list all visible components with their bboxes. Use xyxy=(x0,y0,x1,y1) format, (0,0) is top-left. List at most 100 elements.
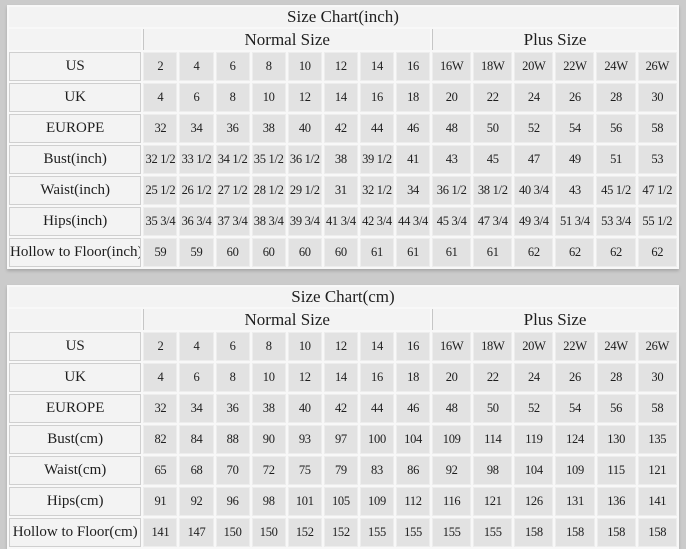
size-value-cell: 12 xyxy=(287,83,322,112)
size-value-cell: 35 3/4 xyxy=(143,207,178,236)
size-row: Hips(cm) 91 92 96 98 101 105 109 112 116 121 126 131… xyxy=(9,487,677,516)
size-value-cell: 28 xyxy=(596,83,636,112)
size-value-cell: 30 xyxy=(637,363,677,392)
row-label: Waist(cm) xyxy=(9,456,142,485)
size-row: EUROPE 32 34 36 38 40 42 44 46 48 50 52 54 56 58 xyxy=(9,114,677,143)
size-value-cell: 75 xyxy=(287,456,322,485)
size-value-cell: 16W xyxy=(432,332,472,361)
size-value-cell: 28 xyxy=(596,363,636,392)
size-value-cell: 45 3/4 xyxy=(432,207,472,236)
size-value-cell: 42 xyxy=(323,394,358,423)
size-value-cell: 59 xyxy=(179,238,214,267)
size-value-cell: 36 1/2 xyxy=(432,176,472,205)
size-value-cell: 44 3/4 xyxy=(396,207,431,236)
size-value-cell: 126 xyxy=(514,487,554,516)
size-value-cell: 8 xyxy=(215,363,250,392)
size-value-cell: 124 xyxy=(555,425,595,454)
row-label: Hips(cm) xyxy=(9,487,142,516)
size-row: Bust(inch) 32 1/2 33 1/2 34 1/2 35 1/2 36 1/2… xyxy=(9,145,677,174)
size-value-cell: 53 3/4 xyxy=(596,207,636,236)
size-value-cell: 54 xyxy=(555,394,595,423)
title-row: Size Chart(cm) xyxy=(9,287,677,307)
size-value-cell: 14 xyxy=(323,83,358,112)
size-value-cell: 24 xyxy=(514,83,554,112)
size-value-cell: 39 1/2 xyxy=(359,145,395,174)
size-value-cell: 39 3/4 xyxy=(287,207,322,236)
size-value-cell: 48 xyxy=(432,114,472,143)
size-value-cell: 14 xyxy=(359,52,395,81)
size-value-cell: 44 xyxy=(359,394,395,423)
size-value-cell: 24 xyxy=(514,363,554,392)
size-row: US 2 4 6 8 10 12 14 16 16W 18W 20W 22W 24W 26W xyxy=(9,332,677,361)
size-value-cell: 32 xyxy=(143,394,178,423)
size-value-cell: 62 xyxy=(555,238,595,267)
size-value-cell: 18W xyxy=(473,52,513,81)
size-value-cell: 58 xyxy=(637,394,677,423)
size-value-cell: 22 xyxy=(473,83,513,112)
size-value-cell: 155 xyxy=(359,518,395,547)
size-value-cell: 6 xyxy=(179,83,214,112)
size-value-cell: 79 xyxy=(323,456,358,485)
size-value-cell: 42 xyxy=(323,114,358,143)
size-row: Waist(inch) 25 1/2 26 1/2 27 1/2 28 1/2 29 1/… xyxy=(9,176,677,205)
title-row: Size Chart(inch) xyxy=(9,7,677,27)
size-value-cell: 54 xyxy=(555,114,595,143)
size-value-cell: 51 3/4 xyxy=(555,207,595,236)
size-value-cell: 36 3/4 xyxy=(179,207,214,236)
corner-cell xyxy=(9,309,142,330)
size-value-cell: 70 xyxy=(215,456,250,485)
size-value-cell: 31 xyxy=(323,176,358,205)
size-value-cell: 72 xyxy=(251,456,286,485)
size-value-cell: 47 1/2 xyxy=(637,176,677,205)
plus-size-header: Plus Size xyxy=(432,29,677,50)
size-value-cell: 20 xyxy=(432,83,472,112)
size-value-cell: 41 3/4 xyxy=(323,207,358,236)
size-value-cell: 6 xyxy=(215,52,250,81)
size-value-cell: 47 xyxy=(514,145,554,174)
size-value-cell: 4 xyxy=(143,83,178,112)
row-label: UK xyxy=(9,363,142,392)
size-value-cell: 97 xyxy=(323,425,358,454)
size-value-cell: 43 xyxy=(555,176,595,205)
corner-cell xyxy=(9,29,142,50)
plus-size-header: Plus Size xyxy=(432,309,677,330)
size-value-cell: 109 xyxy=(359,487,395,516)
row-label: US xyxy=(9,332,142,361)
size-value-cell: 116 xyxy=(432,487,472,516)
size-value-cell: 53 xyxy=(637,145,677,174)
size-row: EUROPE 32 34 36 38 40 42 44 46 48 50 52 54 56 58 xyxy=(9,394,677,423)
size-value-cell: 61 xyxy=(432,238,472,267)
normal-size-header: Normal Size xyxy=(143,309,431,330)
size-value-cell: 115 xyxy=(596,456,636,485)
size-value-cell: 10 xyxy=(251,83,286,112)
size-value-cell: 18W xyxy=(473,332,513,361)
size-value-cell: 45 1/2 xyxy=(596,176,636,205)
size-value-cell: 158 xyxy=(514,518,554,547)
size-value-cell: 83 xyxy=(359,456,395,485)
size-rows-cm: US 2 4 6 8 10 12 14 16 16W 18W 20W 22W 24W 26W UK 4 6 8 10 1… xyxy=(9,332,677,547)
size-value-cell: 10 xyxy=(287,52,322,81)
row-label: Bust(cm) xyxy=(9,425,142,454)
size-value-cell: 29 1/2 xyxy=(287,176,322,205)
size-value-cell: 34 xyxy=(179,114,214,143)
size-value-cell: 50 xyxy=(473,394,513,423)
size-value-cell: 60 xyxy=(251,238,286,267)
size-value-cell: 38 1/2 xyxy=(473,176,513,205)
size-value-cell: 2 xyxy=(143,332,178,361)
size-value-cell: 26 1/2 xyxy=(179,176,214,205)
size-value-cell: 65 xyxy=(143,456,178,485)
size-value-cell: 12 xyxy=(287,363,322,392)
size-value-cell: 40 xyxy=(287,394,322,423)
size-value-cell: 6 xyxy=(179,363,214,392)
size-value-cell: 40 xyxy=(287,114,322,143)
size-group-header-row: Normal Size Plus Size xyxy=(9,309,677,330)
size-row: Hips(inch) 35 3/4 36 3/4 37 3/4 38 3/4 39 3/4… xyxy=(9,207,677,236)
size-value-cell: 101 xyxy=(287,487,322,516)
size-value-cell: 20W xyxy=(514,52,554,81)
size-value-cell: 14 xyxy=(323,363,358,392)
size-value-cell: 18 xyxy=(396,83,431,112)
size-value-cell: 24W xyxy=(596,52,636,81)
row-label: UK xyxy=(9,83,142,112)
size-value-cell: 158 xyxy=(637,518,677,547)
size-value-cell: 131 xyxy=(555,487,595,516)
